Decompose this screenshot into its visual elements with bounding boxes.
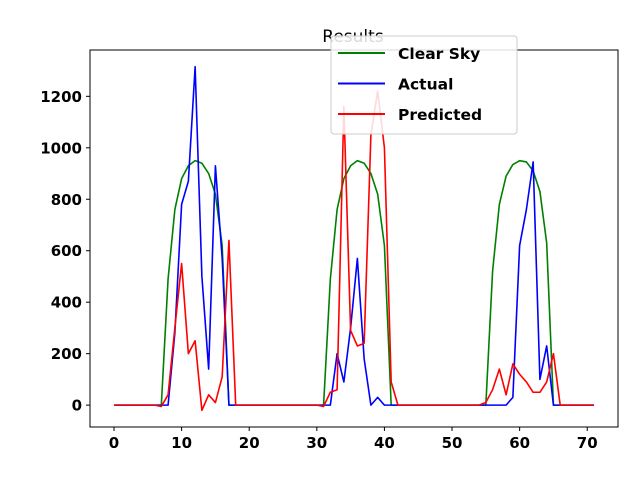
legend-label: Clear Sky: [398, 45, 480, 63]
x-tick-label: 20: [239, 434, 260, 452]
x-tick-label: 30: [306, 434, 327, 452]
series-line-clear-sky: [114, 159, 594, 406]
legend-label: Actual: [398, 76, 453, 94]
series-layer: [114, 65, 594, 412]
y-tick-label: 600: [51, 242, 82, 260]
series-line-actual: [114, 65, 594, 406]
x-tick-label: 70: [577, 434, 598, 452]
y-tick-label: 0: [72, 397, 82, 415]
x-tick-label: 50: [442, 434, 463, 452]
legend-box: [330, 35, 518, 135]
legend: Clear Sky Actual Predicted: [330, 35, 518, 135]
x-tick-label: 10: [171, 434, 192, 452]
legend-label: Predicted: [398, 106, 482, 124]
x-tick-label: 40: [374, 434, 395, 452]
series-line-predicted: [114, 90, 594, 412]
x-tick-label: 0: [109, 434, 119, 452]
y-tick-label: 800: [51, 191, 82, 209]
legend-entries: Clear Sky Actual Predicted: [338, 45, 482, 124]
ticks-layer: 0 10 20 30 40 50 60 70 0 200 400 600 800 1000 1200: [40, 88, 597, 452]
y-tick-label: 200: [51, 345, 82, 363]
y-tick-label: 400: [51, 294, 82, 312]
y-tick-label: 1000: [40, 139, 82, 157]
x-tick-label: 60: [509, 434, 530, 452]
y-tick-label: 1200: [40, 88, 82, 106]
